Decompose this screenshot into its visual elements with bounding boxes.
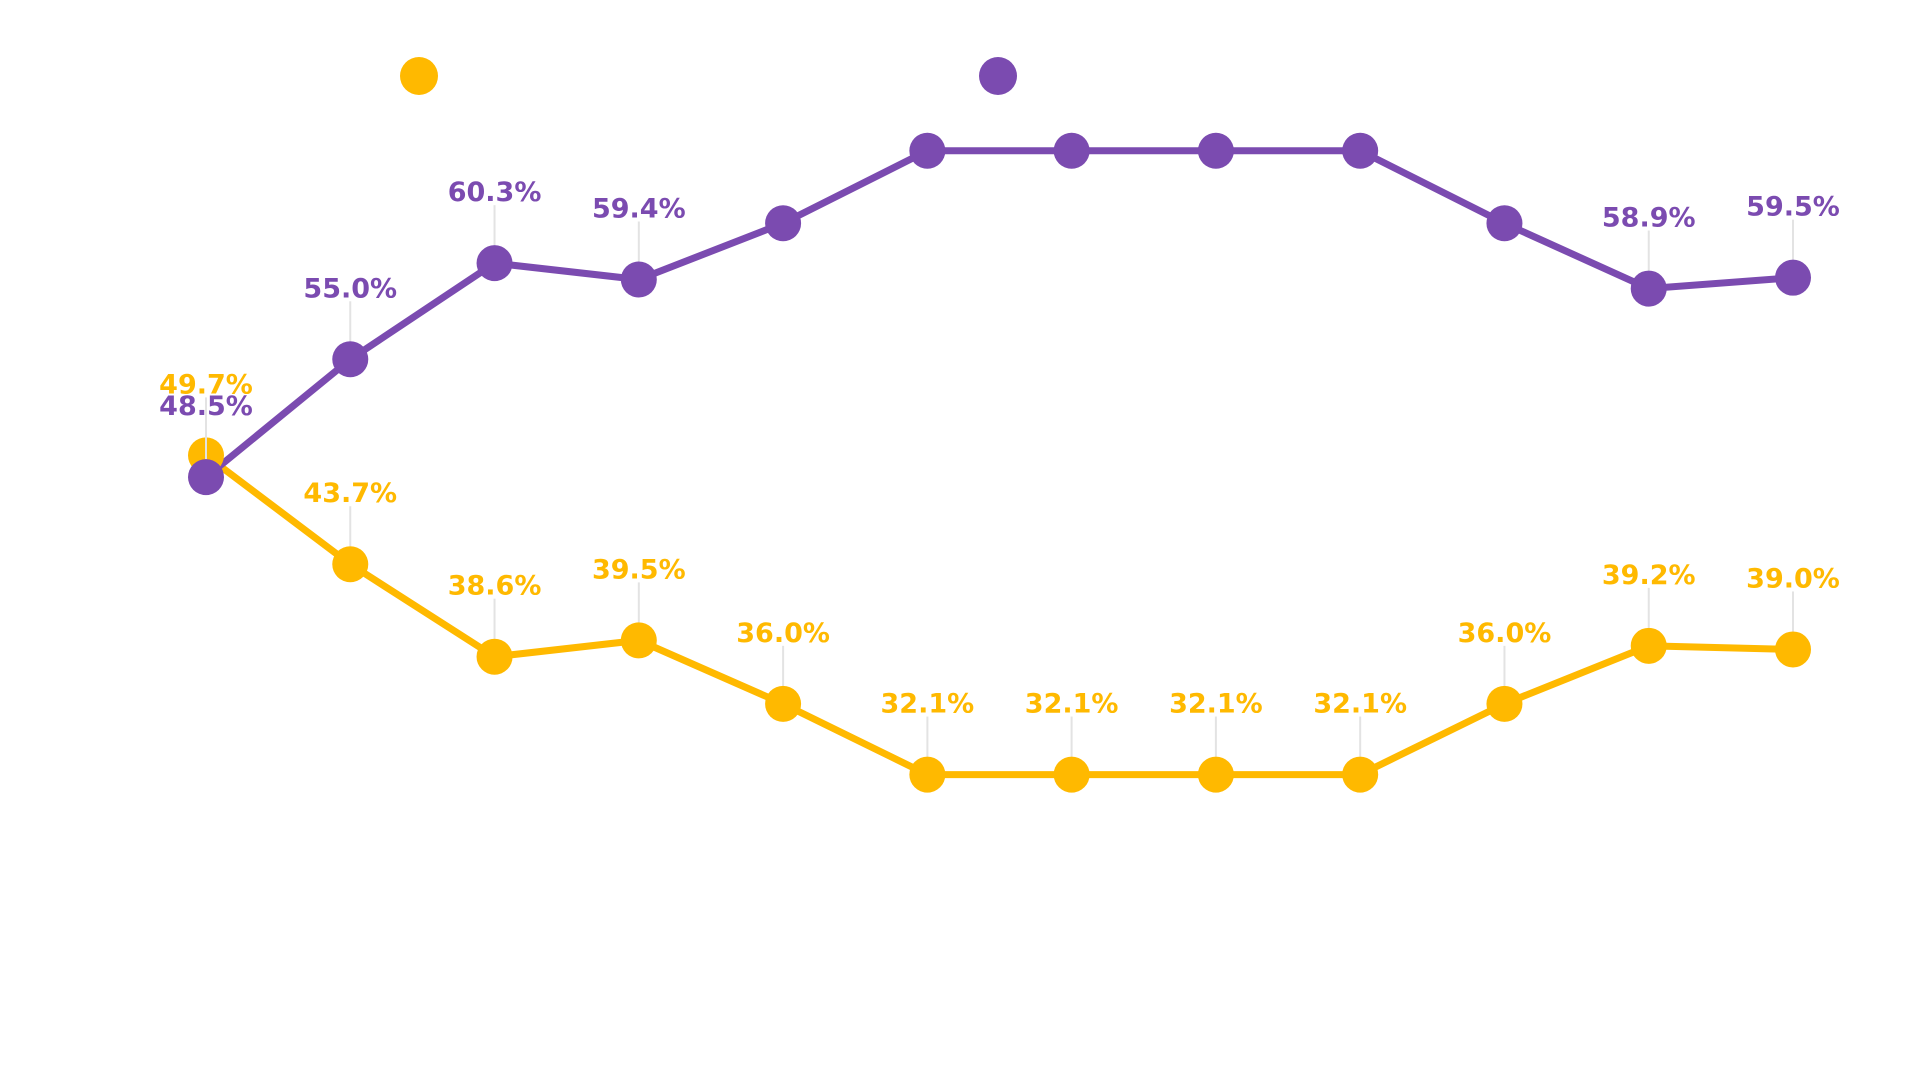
data-point <box>332 546 369 583</box>
data-point <box>1775 631 1811 668</box>
data-point <box>909 132 946 169</box>
data-point <box>1197 132 1234 169</box>
legend-marker <box>979 57 1017 95</box>
data-point <box>476 638 513 675</box>
data-point <box>1053 756 1090 793</box>
data-point <box>765 205 802 242</box>
data-point <box>620 622 657 659</box>
data-point <box>332 341 369 378</box>
data-point <box>1342 132 1379 169</box>
data-label: 58.9% <box>1602 203 1696 234</box>
data-label: 32.1% <box>1313 689 1407 720</box>
data-label: 38.6% <box>448 571 542 602</box>
data-point <box>1630 627 1667 664</box>
data-point <box>765 685 802 722</box>
data-label: 32.1% <box>1169 689 1263 720</box>
data-label: 49.7% <box>159 369 253 400</box>
data-label: 60.3% <box>448 177 542 208</box>
data-point <box>1775 259 1811 296</box>
data-label: 36.0% <box>1458 618 1552 649</box>
data-point <box>1053 132 1090 169</box>
data-label: 48.5% <box>159 391 253 422</box>
data-label: 59.5% <box>1746 192 1840 223</box>
series-line <box>203 452 1794 779</box>
data-label: 39.5% <box>592 554 686 585</box>
data-point <box>188 459 224 496</box>
data-label: 32.1% <box>1025 689 1119 720</box>
series-line <box>203 147 1794 480</box>
data-point <box>1486 685 1523 722</box>
data-point <box>1630 270 1667 307</box>
data-label: 39.2% <box>1602 560 1696 591</box>
data-label: 36.0% <box>736 618 830 649</box>
data-label: 43.7% <box>303 478 397 509</box>
data-label: 59.4% <box>592 193 686 224</box>
data-label: 32.1% <box>881 689 975 720</box>
data-point <box>620 261 657 298</box>
data-point <box>476 245 513 282</box>
data-label: 55.0% <box>303 273 397 304</box>
data-label: 39.0% <box>1746 563 1840 594</box>
data-point <box>1486 205 1523 242</box>
data-point <box>1342 756 1379 793</box>
legend-marker <box>400 57 438 95</box>
data-point <box>909 756 946 793</box>
data-point <box>1197 756 1234 793</box>
